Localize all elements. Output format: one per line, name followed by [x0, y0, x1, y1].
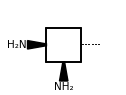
Polygon shape [27, 41, 46, 49]
Text: H₂N: H₂N [7, 40, 26, 50]
Polygon shape [59, 62, 68, 81]
Text: NH₂: NH₂ [54, 82, 74, 92]
